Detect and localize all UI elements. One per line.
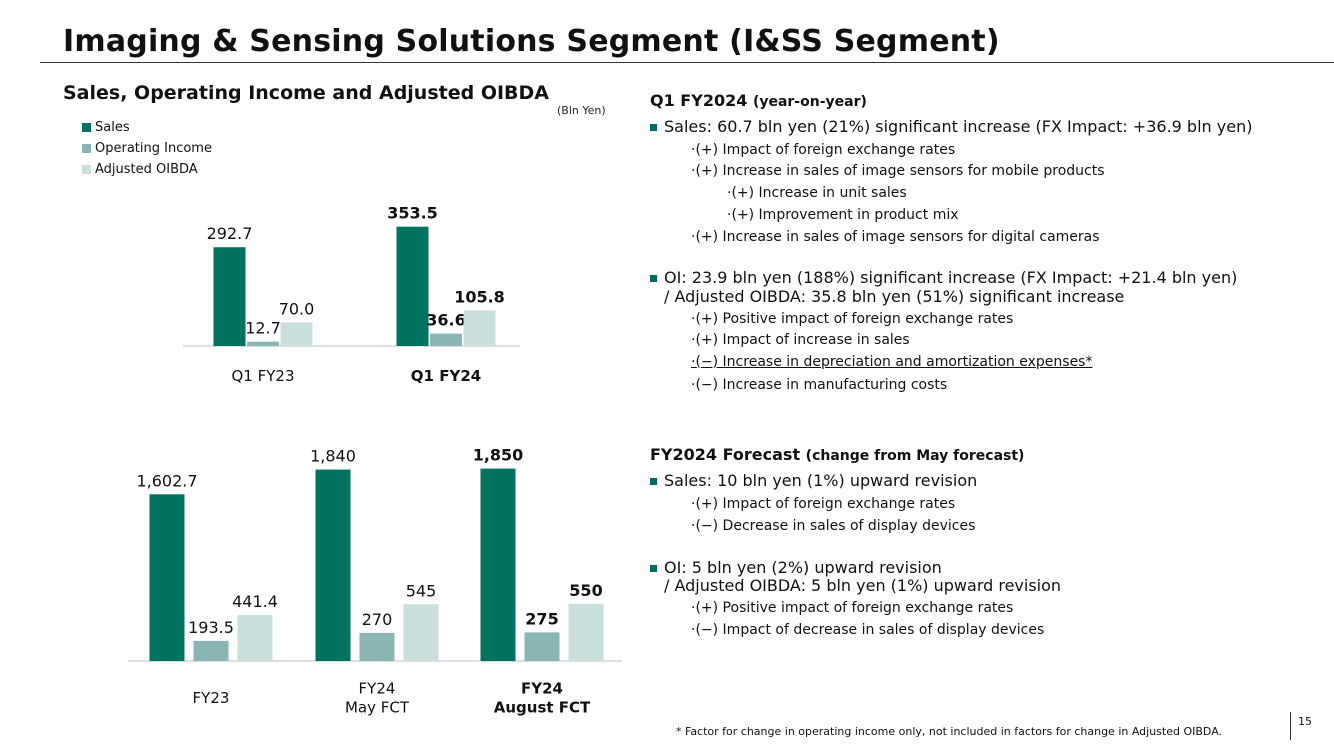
data-label-operating-income: 12.7 (245, 319, 281, 338)
bar-operating-income (359, 632, 395, 661)
forecast-section-title: FY2024 Forecast (change from May forecas… (650, 445, 1024, 464)
unit-label: (Bln Yen) (557, 104, 606, 117)
legend-swatch-operating-income (82, 144, 91, 153)
legend-label-operating-income: Operating Income (95, 141, 212, 156)
q1-oibda-line: / Adjusted OIBDA: 35.8 bln yen (51%) sig… (664, 287, 1125, 306)
data-label-operating-income: 36.6 (426, 311, 465, 330)
data-label-sales: 1,602.7 (136, 471, 197, 490)
bar-sales (149, 494, 185, 661)
q1-sales-subfactor: ·(+) Increase in unit sales (727, 185, 907, 201)
bar-operating-income (524, 632, 560, 661)
chart-legend: Sales Operating Income Adjusted OIBDA (82, 117, 212, 180)
data-label-sales: 353.5 (387, 204, 438, 223)
forecast-subtitle: (change from May forecast) (805, 448, 1025, 464)
q1-subtitle: (year-on-year) (752, 94, 867, 110)
data-label-adjusted-oibda: 105.8 (454, 287, 505, 306)
q1-oi-factor: ·(+) Impact of increase in sales (691, 332, 910, 348)
q1-title: Q1 FY2024 (650, 91, 748, 110)
forecast-oi-factor: ·(+) Positive impact of foreign exchange… (691, 600, 1014, 616)
bar-sales (315, 469, 351, 661)
forecast-sales-factor: ·(−) Decrease in sales of display device… (691, 518, 976, 534)
category-label: Q1 FY23 (232, 367, 295, 385)
bar-adjusted-oibda (280, 322, 313, 346)
bullet-icon (650, 565, 657, 572)
data-label-sales: 1,850 (473, 446, 524, 465)
q1-section-title: Q1 FY2024 (year-on-year) (650, 91, 867, 110)
category-label: FY23 (193, 689, 230, 707)
data-label-operating-income: 270 (362, 610, 393, 629)
legend-item-sales: Sales (82, 117, 212, 138)
bar-operating-income (193, 640, 229, 661)
q1-sales-factor: ·(+) Increase in sales of image sensors … (691, 163, 1105, 179)
data-label-adjusted-oibda: 545 (406, 581, 437, 600)
bar-adjusted-oibda (237, 615, 273, 661)
data-label-operating-income: 275 (525, 609, 558, 628)
legend-item-operating-income: Operating Income (82, 138, 212, 159)
forecast-sales-factor: ·(+) Impact of foreign exchange rates (691, 496, 956, 512)
category-label: May FCT (345, 699, 410, 717)
bar-operating-income (430, 333, 462, 346)
data-label-adjusted-oibda: 441.4 (232, 592, 278, 611)
bar-charts: 292.7 12.770.0 Q1 FY23 353.5 36.6 105.8 Q1 FY2… (128, 204, 622, 717)
legend-swatch-sales (82, 123, 91, 132)
legend-label-sales: Sales (95, 120, 130, 135)
data-label-sales: 1,840 (310, 447, 356, 466)
category-label: FY24 (359, 680, 396, 698)
bar-sales (213, 247, 246, 346)
forecast-title: FY2024 Forecast (650, 445, 801, 464)
q1-oi-factor-footnoted: ·(−) Increase in depreciation and amorti… (691, 354, 1093, 370)
q1-sales-line: Sales: 60.7 bln yen (21%) significant in… (664, 117, 1253, 136)
bullet-icon (650, 478, 657, 485)
page-title: Imaging & Sensing Solutions Segment (I&S… (63, 24, 1000, 59)
bar-sales (480, 468, 516, 661)
forecast-oibda-line: / Adjusted OIBDA: 5 bln yen (1%) upward … (664, 576, 1062, 595)
bar-adjusted-oibda (403, 604, 439, 661)
data-label-sales: 292.7 (207, 224, 253, 243)
bullet-icon (650, 124, 657, 131)
page-number: 15 (1298, 715, 1312, 728)
q1-oi-line: OI: 23.9 bln yen (188%) significant incr… (664, 268, 1238, 287)
q1-oi-factor: ·(−) Increase in manufacturing costs (691, 377, 948, 393)
legend-item-adjusted-oibda: Adjusted OIBDA (82, 159, 212, 180)
q1-sales-factor: ·(+) Impact of foreign exchange rates (691, 142, 956, 158)
page-number-divider (1290, 712, 1291, 740)
data-label-adjusted-oibda: 70.0 (279, 299, 315, 318)
data-label-operating-income: 193.5 (188, 618, 234, 637)
bullet-icon (650, 275, 657, 282)
q1-sales-subfactor: ·(+) Improvement in product mix (727, 207, 959, 223)
category-label: August FCT (494, 699, 591, 717)
forecast-sales-line: Sales: 10 bln yen (1%) upward revision (664, 471, 978, 490)
bar-adjusted-oibda (463, 310, 496, 346)
footnote: * Factor for change in operating income … (676, 725, 1223, 738)
q1-oi-factor: ·(+) Positive impact of foreign exchange… (691, 311, 1014, 327)
bar-operating-income (247, 341, 279, 346)
legend-swatch-adjusted-oibda (82, 165, 91, 174)
category-label: Q1 FY24 (411, 367, 481, 385)
forecast-oi-factor: ·(−) Impact of decrease in sales of disp… (691, 622, 1045, 638)
chart-heading: Sales, Operating Income and Adjusted OIB… (63, 82, 550, 104)
category-label: FY24 (521, 680, 563, 698)
q1-sales-factor: ·(+) Increase in sales of image sensors … (691, 229, 1100, 245)
legend-label-adjusted-oibda: Adjusted OIBDA (95, 162, 198, 177)
bar-sales (396, 226, 429, 346)
forecast-oi-line: OI: 5 bln yen (2%) upward revision (664, 558, 942, 577)
bar-adjusted-oibda (568, 603, 604, 661)
title-divider (40, 62, 1334, 63)
data-label-adjusted-oibda: 550 (569, 581, 602, 600)
